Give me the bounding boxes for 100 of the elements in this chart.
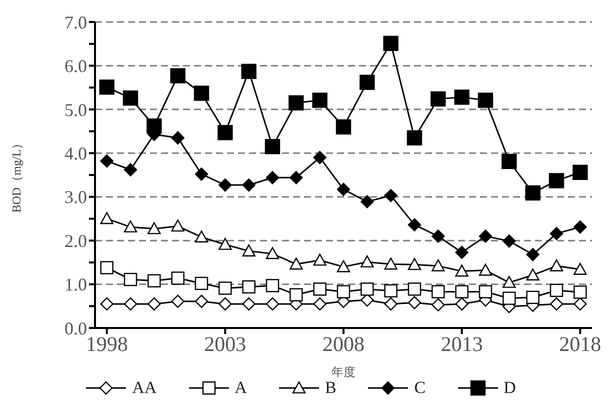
point	[122, 90, 138, 106]
point	[100, 261, 114, 274]
point	[194, 230, 208, 242]
point	[360, 255, 374, 268]
point	[525, 185, 540, 201]
point	[290, 258, 303, 270]
point	[100, 154, 114, 168]
point	[478, 264, 492, 276]
y-tick-label: 4.0	[64, 144, 87, 164]
point	[408, 258, 422, 270]
point	[526, 268, 540, 281]
point	[502, 154, 517, 170]
point	[242, 244, 256, 256]
point	[124, 163, 138, 176]
point	[360, 282, 374, 296]
point	[148, 222, 161, 234]
point	[264, 138, 280, 154]
point	[148, 274, 161, 288]
point	[194, 86, 210, 101]
x-tick-label: 2013	[440, 332, 483, 356]
point	[550, 284, 564, 298]
legend-label: C	[414, 378, 426, 398]
point	[478, 92, 494, 108]
point	[218, 124, 233, 140]
y-tick-label: 2.0	[64, 230, 87, 251]
point	[148, 297, 161, 311]
point	[384, 297, 398, 311]
point	[218, 178, 232, 192]
point	[432, 285, 445, 298]
point	[526, 290, 540, 304]
x-tick-label: 1998	[86, 332, 128, 356]
point	[288, 95, 304, 110]
point	[312, 92, 328, 108]
point	[313, 297, 326, 311]
point	[242, 280, 256, 294]
point	[242, 297, 256, 311]
point	[384, 188, 398, 202]
point	[336, 119, 352, 135]
legend-label: D	[504, 378, 516, 398]
point	[241, 64, 256, 79]
point	[336, 260, 350, 272]
point	[406, 130, 422, 146]
point	[266, 297, 280, 311]
point	[455, 264, 468, 277]
point	[194, 168, 208, 181]
point	[478, 285, 492, 298]
point	[170, 68, 186, 84]
point	[124, 297, 138, 311]
point	[478, 230, 492, 243]
point	[408, 282, 422, 296]
point	[574, 262, 587, 275]
point	[430, 91, 446, 107]
point	[194, 276, 208, 290]
point	[171, 131, 184, 144]
point	[266, 171, 280, 184]
y-tick-label: 6.0	[64, 56, 87, 76]
point	[408, 296, 422, 310]
point	[218, 238, 232, 250]
point	[336, 182, 350, 196]
legend-label: B	[324, 378, 336, 398]
point	[432, 230, 445, 243]
point	[360, 195, 374, 208]
point	[548, 173, 564, 188]
y-tick-label: 1.0	[64, 274, 87, 295]
x-tick-label: 2003	[204, 332, 246, 356]
point	[432, 259, 445, 272]
point	[455, 246, 468, 259]
point	[550, 226, 564, 240]
point	[290, 171, 303, 184]
x-tick-label: 2008	[322, 332, 364, 356]
point	[290, 288, 303, 302]
y-tick-label: 7.0	[64, 12, 87, 32]
point	[313, 282, 326, 296]
point	[574, 220, 587, 234]
y-axis-title: BOD（mg/L）	[9, 137, 24, 213]
point	[572, 164, 588, 180]
point	[336, 285, 350, 298]
point	[313, 254, 326, 266]
point	[124, 272, 138, 286]
point	[455, 285, 468, 298]
point	[218, 297, 232, 311]
point	[502, 292, 516, 305]
point	[550, 297, 564, 311]
point	[171, 220, 184, 232]
point	[432, 298, 445, 312]
point	[313, 150, 326, 164]
point	[194, 294, 208, 308]
point	[146, 118, 162, 134]
point	[526, 248, 540, 262]
point	[384, 284, 398, 298]
point	[266, 278, 280, 292]
point	[502, 234, 516, 248]
point	[360, 74, 375, 90]
point	[100, 212, 114, 224]
y-tick-label: 5.0	[64, 100, 87, 120]
point	[218, 282, 232, 295]
point	[124, 220, 138, 232]
point	[454, 90, 470, 105]
y-tick-label: 3.0	[64, 187, 87, 208]
point	[574, 286, 587, 299]
